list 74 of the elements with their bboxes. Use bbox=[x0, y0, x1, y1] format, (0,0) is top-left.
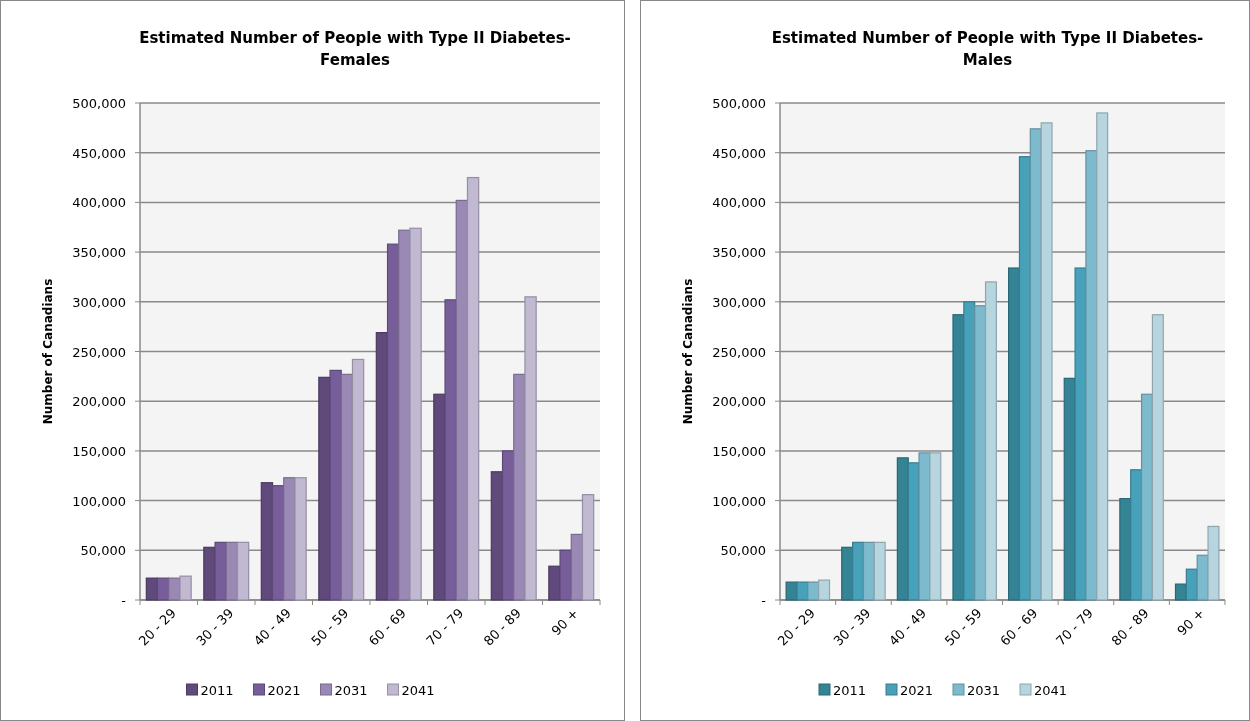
y-tick-label: 50,000 bbox=[80, 543, 126, 559]
x-tick-label: 20 - 29 bbox=[774, 605, 818, 649]
bar bbox=[581, 494, 595, 601]
x-tick-label: 40 - 49 bbox=[250, 605, 294, 649]
y-tick-label: 450,000 bbox=[712, 145, 766, 161]
y-tick-label: 450,000 bbox=[72, 145, 126, 161]
x-tick-label: 90 + bbox=[548, 605, 582, 639]
legend-label: 2041 bbox=[401, 683, 435, 698]
bar bbox=[168, 577, 181, 601]
y-tick-label: 350,000 bbox=[712, 245, 766, 261]
x-tick-label: 70 - 79 bbox=[423, 605, 467, 649]
bar bbox=[873, 541, 886, 601]
y-tick-label: 200,000 bbox=[72, 394, 126, 410]
bar bbox=[818, 579, 831, 601]
bar bbox=[1140, 393, 1154, 601]
y-tick-label: - bbox=[121, 593, 127, 608]
y-tick-label: 150,000 bbox=[72, 443, 126, 459]
y-tick-label: 300,000 bbox=[712, 294, 766, 310]
legend-label: 2031 bbox=[967, 683, 1001, 698]
legend-label: 2021 bbox=[267, 683, 301, 698]
bar bbox=[974, 305, 987, 601]
legend-label: 2031 bbox=[334, 683, 368, 698]
x-tick-label: 90 + bbox=[1174, 605, 1208, 639]
legend-label: 2021 bbox=[900, 683, 934, 698]
bar bbox=[984, 281, 997, 601]
y-tick-label: 350,000 bbox=[72, 245, 126, 261]
y-tick-label: 300,000 bbox=[72, 294, 126, 310]
bar bbox=[294, 477, 307, 601]
bar bbox=[524, 296, 537, 601]
x-tick-label: 50 - 59 bbox=[941, 605, 985, 649]
bar bbox=[929, 452, 942, 601]
bar bbox=[236, 541, 250, 601]
bar bbox=[918, 452, 931, 601]
bar bbox=[1085, 150, 1098, 601]
x-tick-label: 40 - 49 bbox=[886, 605, 930, 649]
chart-title: Estimated Number of People with Type II Diabetes- Males bbox=[771, 29, 1204, 69]
y-tick-label: 150,000 bbox=[712, 443, 766, 459]
legend-label: 2041 bbox=[1034, 683, 1068, 698]
y-tick-label: 250,000 bbox=[712, 344, 766, 360]
bar bbox=[466, 176, 480, 601]
y-axis-title: Number of Canadians bbox=[41, 278, 55, 425]
x-tick-label: 60 - 69 bbox=[997, 605, 1041, 649]
x-tick-label: 50 - 59 bbox=[308, 605, 352, 649]
bar bbox=[1151, 314, 1164, 601]
bar bbox=[1096, 112, 1109, 601]
bar bbox=[351, 358, 365, 601]
y-tick-label: 500,000 bbox=[712, 96, 766, 111]
y-tick-label: 200,000 bbox=[712, 394, 766, 410]
bar bbox=[409, 227, 422, 601]
chart-title: Estimated Number of People with Type II Diabetes- Females bbox=[139, 29, 571, 69]
bar bbox=[807, 581, 820, 601]
bar bbox=[862, 541, 875, 601]
x-tick-label: 20 - 29 bbox=[135, 605, 179, 649]
x-tick-label: 80 - 89 bbox=[1108, 605, 1152, 649]
x-tick-label: 80 - 89 bbox=[480, 605, 524, 649]
y-tick-label: 250,000 bbox=[72, 344, 126, 360]
y-tick-label: 500,000 bbox=[72, 96, 126, 111]
y-axis-title: Number of Canadians bbox=[681, 278, 695, 425]
bar bbox=[1029, 128, 1042, 601]
x-tick-label: 30 - 39 bbox=[193, 605, 237, 649]
bar bbox=[1207, 525, 1220, 601]
x-tick-label: 60 - 69 bbox=[365, 605, 409, 649]
bar bbox=[1040, 122, 1053, 601]
legend-label: 2011 bbox=[200, 683, 234, 698]
y-tick-label: 100,000 bbox=[72, 493, 126, 509]
x-tick-label: 70 - 79 bbox=[1052, 605, 1097, 649]
y-tick-label: - bbox=[761, 593, 767, 608]
legend-label: 2011 bbox=[833, 683, 867, 698]
y-tick-label: 400,000 bbox=[712, 195, 766, 211]
bar bbox=[179, 575, 192, 601]
y-tick-label: 100,000 bbox=[712, 493, 766, 509]
y-tick-label: 400,000 bbox=[72, 195, 126, 211]
y-tick-label: 50,000 bbox=[720, 543, 766, 559]
x-tick-label: 30 - 39 bbox=[830, 605, 874, 649]
